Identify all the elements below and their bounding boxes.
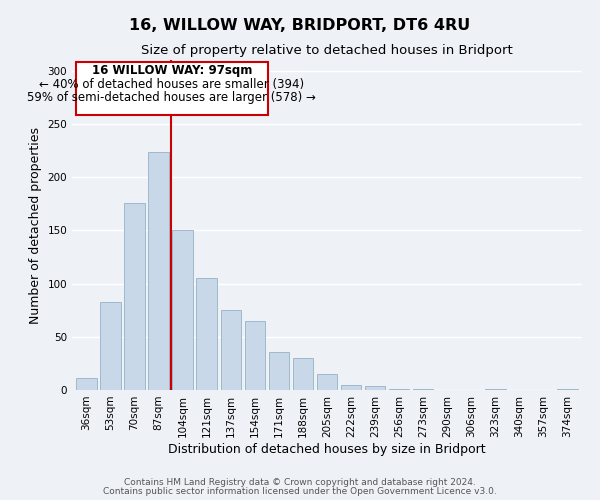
Bar [317,374,337,390]
X-axis label: Distribution of detached houses by size in Bridport: Distribution of detached houses by size … [168,442,486,456]
Bar [221,310,241,390]
Bar [76,378,97,390]
Bar [485,389,506,390]
Bar [365,386,385,390]
Bar [269,352,289,390]
Bar [100,302,121,390]
Bar [245,321,265,390]
Text: 59% of semi-detached houses are larger (578) →: 59% of semi-detached houses are larger (… [28,91,316,104]
Text: Contains public sector information licensed under the Open Government Licence v3: Contains public sector information licen… [103,486,497,496]
Bar [172,230,193,390]
Text: 16 WILLOW WAY: 97sqm: 16 WILLOW WAY: 97sqm [92,64,252,77]
Bar [148,152,169,390]
Text: ← 40% of detached houses are smaller (394): ← 40% of detached houses are smaller (39… [39,78,304,91]
Text: Contains HM Land Registry data © Crown copyright and database right 2024.: Contains HM Land Registry data © Crown c… [124,478,476,487]
Bar [557,389,578,390]
Text: 16, WILLOW WAY, BRIDPORT, DT6 4RU: 16, WILLOW WAY, BRIDPORT, DT6 4RU [130,18,470,32]
Bar [196,278,217,390]
FancyBboxPatch shape [76,62,268,116]
Bar [413,389,433,390]
Bar [124,202,145,390]
Y-axis label: Number of detached properties: Number of detached properties [29,126,42,324]
Title: Size of property relative to detached houses in Bridport: Size of property relative to detached ho… [141,44,513,58]
Bar [293,358,313,390]
Bar [389,389,409,390]
Bar [341,384,361,390]
